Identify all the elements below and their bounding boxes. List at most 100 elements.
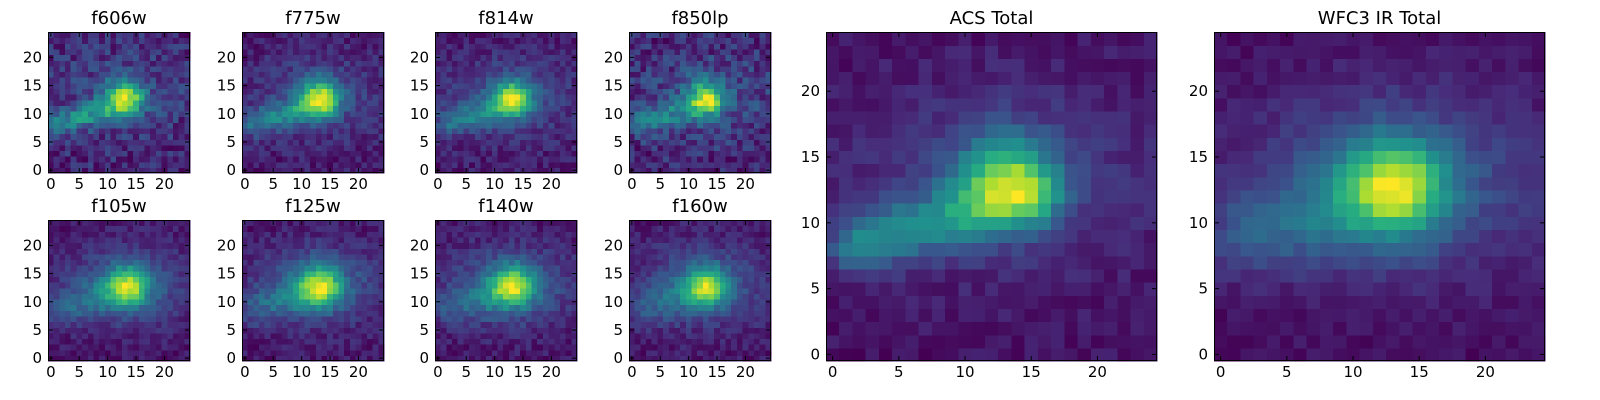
heatmap-cell	[144, 133, 151, 140]
heatmap-cell	[736, 161, 744, 168]
heatmap-cell	[469, 248, 476, 255]
heatmap-cell	[287, 242, 294, 249]
heatmap-cell	[361, 310, 368, 317]
heatmap-cell	[525, 253, 533, 261]
heatmap-cell	[491, 60, 499, 67]
heatmap-cell	[155, 321, 163, 328]
heatmap-cell	[474, 110, 482, 118]
heatmap-cell	[497, 304, 504, 311]
heatmap-cell	[657, 144, 664, 152]
heatmap-cell	[474, 355, 482, 362]
heatmap-cell	[378, 287, 385, 294]
heatmap-cell	[178, 43, 185, 50]
heatmap-cell	[629, 37, 636, 44]
heatmap-cell	[469, 332, 476, 340]
heatmap-cell	[93, 259, 100, 266]
heatmap-cell	[714, 282, 721, 289]
heatmap-cell	[127, 220, 134, 227]
heatmap-cell	[167, 355, 174, 362]
heatmap-cell	[253, 60, 260, 67]
heatmap-cell	[287, 332, 294, 340]
heatmap-cell	[697, 332, 704, 340]
heatmap-cell	[486, 236, 493, 244]
heatmap-cell	[332, 144, 340, 152]
heatmap-cell	[731, 105, 738, 112]
heatmap-cell	[121, 82, 129, 89]
heatmap-cell	[520, 332, 527, 340]
heatmap-cell	[65, 71, 72, 78]
heatmap-cell	[127, 315, 134, 323]
heatmap-cell	[172, 37, 180, 44]
heatmap-cell	[338, 236, 345, 244]
heatmap-cell	[685, 133, 693, 140]
heatmap-cell	[48, 99, 55, 106]
heatmap-cell	[731, 161, 738, 168]
heatmap-cell	[708, 110, 715, 118]
heatmap-cell	[452, 332, 459, 340]
heatmap-cell	[281, 315, 289, 323]
heatmap-cell	[548, 259, 555, 266]
heatmap-cell	[463, 344, 470, 351]
heatmap-cell	[508, 332, 516, 340]
heatmap-cell	[298, 270, 306, 277]
heatmap-cell	[542, 344, 550, 351]
heatmap-cell	[184, 156, 191, 163]
heatmap-cell	[70, 32, 77, 39]
heatmap-cell	[646, 48, 653, 56]
heatmap-cell	[321, 355, 328, 362]
heatmap-cell	[133, 259, 140, 266]
heatmap-cell	[486, 231, 493, 238]
heatmap-cell	[674, 65, 681, 73]
heatmap-cell	[116, 94, 123, 101]
heatmap-cell	[366, 231, 374, 238]
heatmap-cell	[338, 242, 345, 249]
heatmap-cell	[753, 65, 761, 73]
heatmap-cell	[155, 253, 163, 261]
heatmap-cell	[150, 265, 157, 272]
heatmap-cell	[452, 150, 459, 157]
heatmap-cell	[463, 259, 470, 266]
heatmap-cell	[565, 338, 572, 345]
heatmap-cell	[116, 105, 123, 112]
heatmap-cell	[736, 127, 744, 135]
heatmap-cell	[87, 48, 95, 56]
heatmap-cell	[110, 161, 117, 168]
heatmap-cell	[349, 270, 357, 277]
heatmap-cell	[361, 327, 368, 334]
heatmap-cell	[571, 37, 578, 44]
heatmap-cell	[53, 327, 60, 334]
heatmap-cell	[753, 344, 761, 351]
heatmap-cell	[378, 32, 385, 39]
heatmap-cell	[452, 43, 459, 50]
heatmap-cell	[480, 332, 487, 340]
heatmap-cell	[680, 167, 687, 174]
heatmap-cell	[110, 37, 117, 44]
heatmap-cell	[167, 167, 174, 174]
heatmap-cell	[184, 287, 191, 294]
heatmap-cell	[155, 242, 163, 249]
heatmap-cell	[731, 88, 738, 95]
heatmap-cell	[634, 77, 641, 84]
heatmap-cell	[736, 122, 744, 129]
heatmap-cell	[714, 150, 721, 157]
heatmap-cell	[247, 127, 254, 135]
heatmap-cell	[719, 144, 727, 152]
heatmap-cell	[629, 71, 636, 78]
heatmap-cell	[155, 293, 163, 300]
heatmap-cell	[457, 298, 464, 306]
heatmap-cell	[178, 259, 185, 266]
heatmap-cell	[361, 139, 368, 146]
heatmap-cell	[82, 144, 89, 152]
heatmap-cell	[116, 231, 123, 238]
heatmap-cell	[702, 54, 710, 61]
heatmap-cell	[59, 355, 66, 362]
heatmap-cell	[293, 139, 300, 146]
heatmap-cell	[76, 276, 83, 283]
heatmap-cell	[298, 48, 306, 56]
x-tick-label: 20	[542, 363, 561, 381]
heatmap-cell	[525, 225, 533, 232]
heatmap-cell	[663, 150, 670, 157]
heatmap-cell	[366, 265, 374, 272]
heatmap-cell	[651, 65, 658, 73]
heatmap-cell	[167, 94, 174, 101]
